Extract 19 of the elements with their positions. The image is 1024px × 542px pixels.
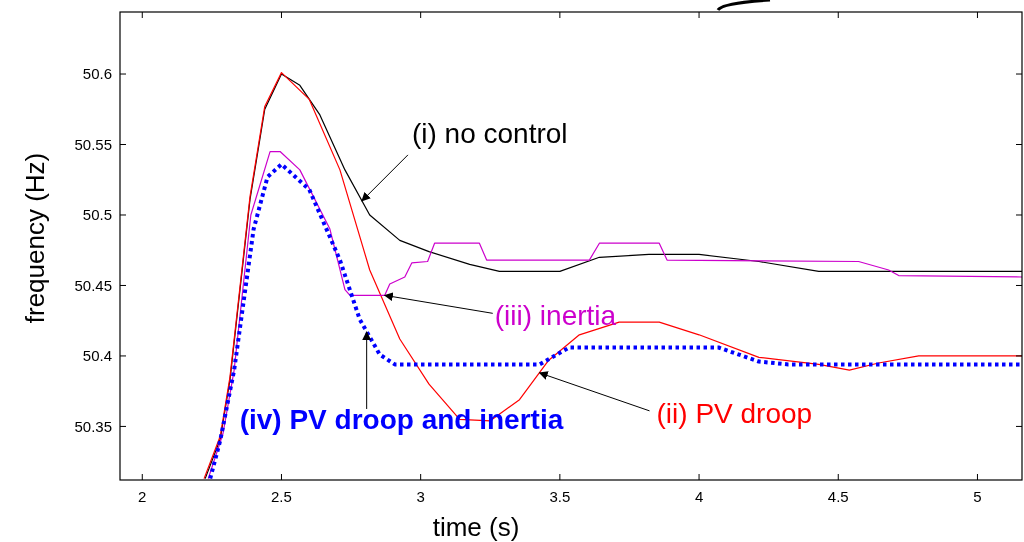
y-tick-label: 50.35 (74, 417, 112, 435)
y-tick-label: 50.55 (74, 135, 112, 153)
y-tick-label: 50.4 (82, 347, 112, 365)
y-tick-label: 50.6 (82, 65, 112, 83)
y-tick-label: 50.5 (82, 206, 112, 224)
annotation: (i) no control (411, 117, 568, 149)
x-tick-label: 3 (416, 488, 425, 505)
x-tick-label: 5 (973, 488, 982, 505)
y-axis-title: frequency (Hz) (20, 152, 50, 324)
annotation: (iii) inertia (494, 300, 617, 332)
x-tick-label: 4 (694, 488, 704, 505)
x-tick-label: 2 (138, 488, 147, 505)
annotation: (ii) PV droop (656, 397, 813, 429)
x-tick-label: 2.5 (271, 488, 292, 505)
x-axis-title: time (s) (432, 512, 520, 542)
x-tick-label: 4.5 (827, 488, 849, 505)
x-tick-label: 3.5 (549, 488, 571, 505)
y-tick-label: 50.45 (74, 276, 112, 294)
annotation: (iv) PV droop and inertia (239, 403, 564, 435)
